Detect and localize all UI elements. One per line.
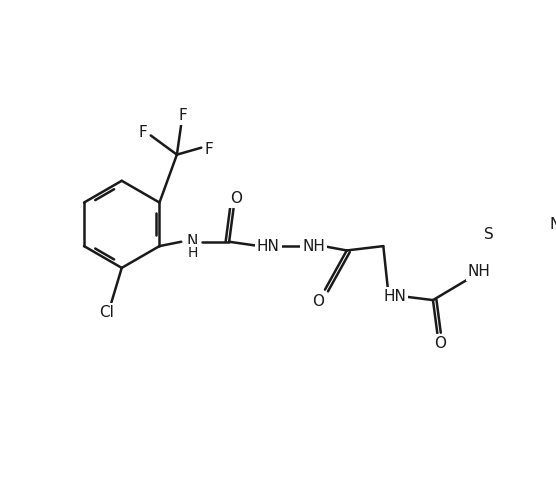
Text: F: F <box>178 108 187 123</box>
Text: S: S <box>484 227 494 242</box>
Text: NH: NH <box>468 264 490 279</box>
Text: N: N <box>187 234 198 249</box>
Text: HN: HN <box>257 239 280 253</box>
Text: O: O <box>434 336 446 351</box>
Text: HN: HN <box>383 289 406 304</box>
Text: NH: NH <box>302 239 325 253</box>
Text: O: O <box>312 294 324 309</box>
Text: F: F <box>205 142 214 157</box>
Text: O: O <box>230 191 242 206</box>
Text: N: N <box>549 217 556 232</box>
Text: Cl: Cl <box>100 305 115 320</box>
Text: H: H <box>187 246 198 260</box>
Text: F: F <box>138 125 147 140</box>
